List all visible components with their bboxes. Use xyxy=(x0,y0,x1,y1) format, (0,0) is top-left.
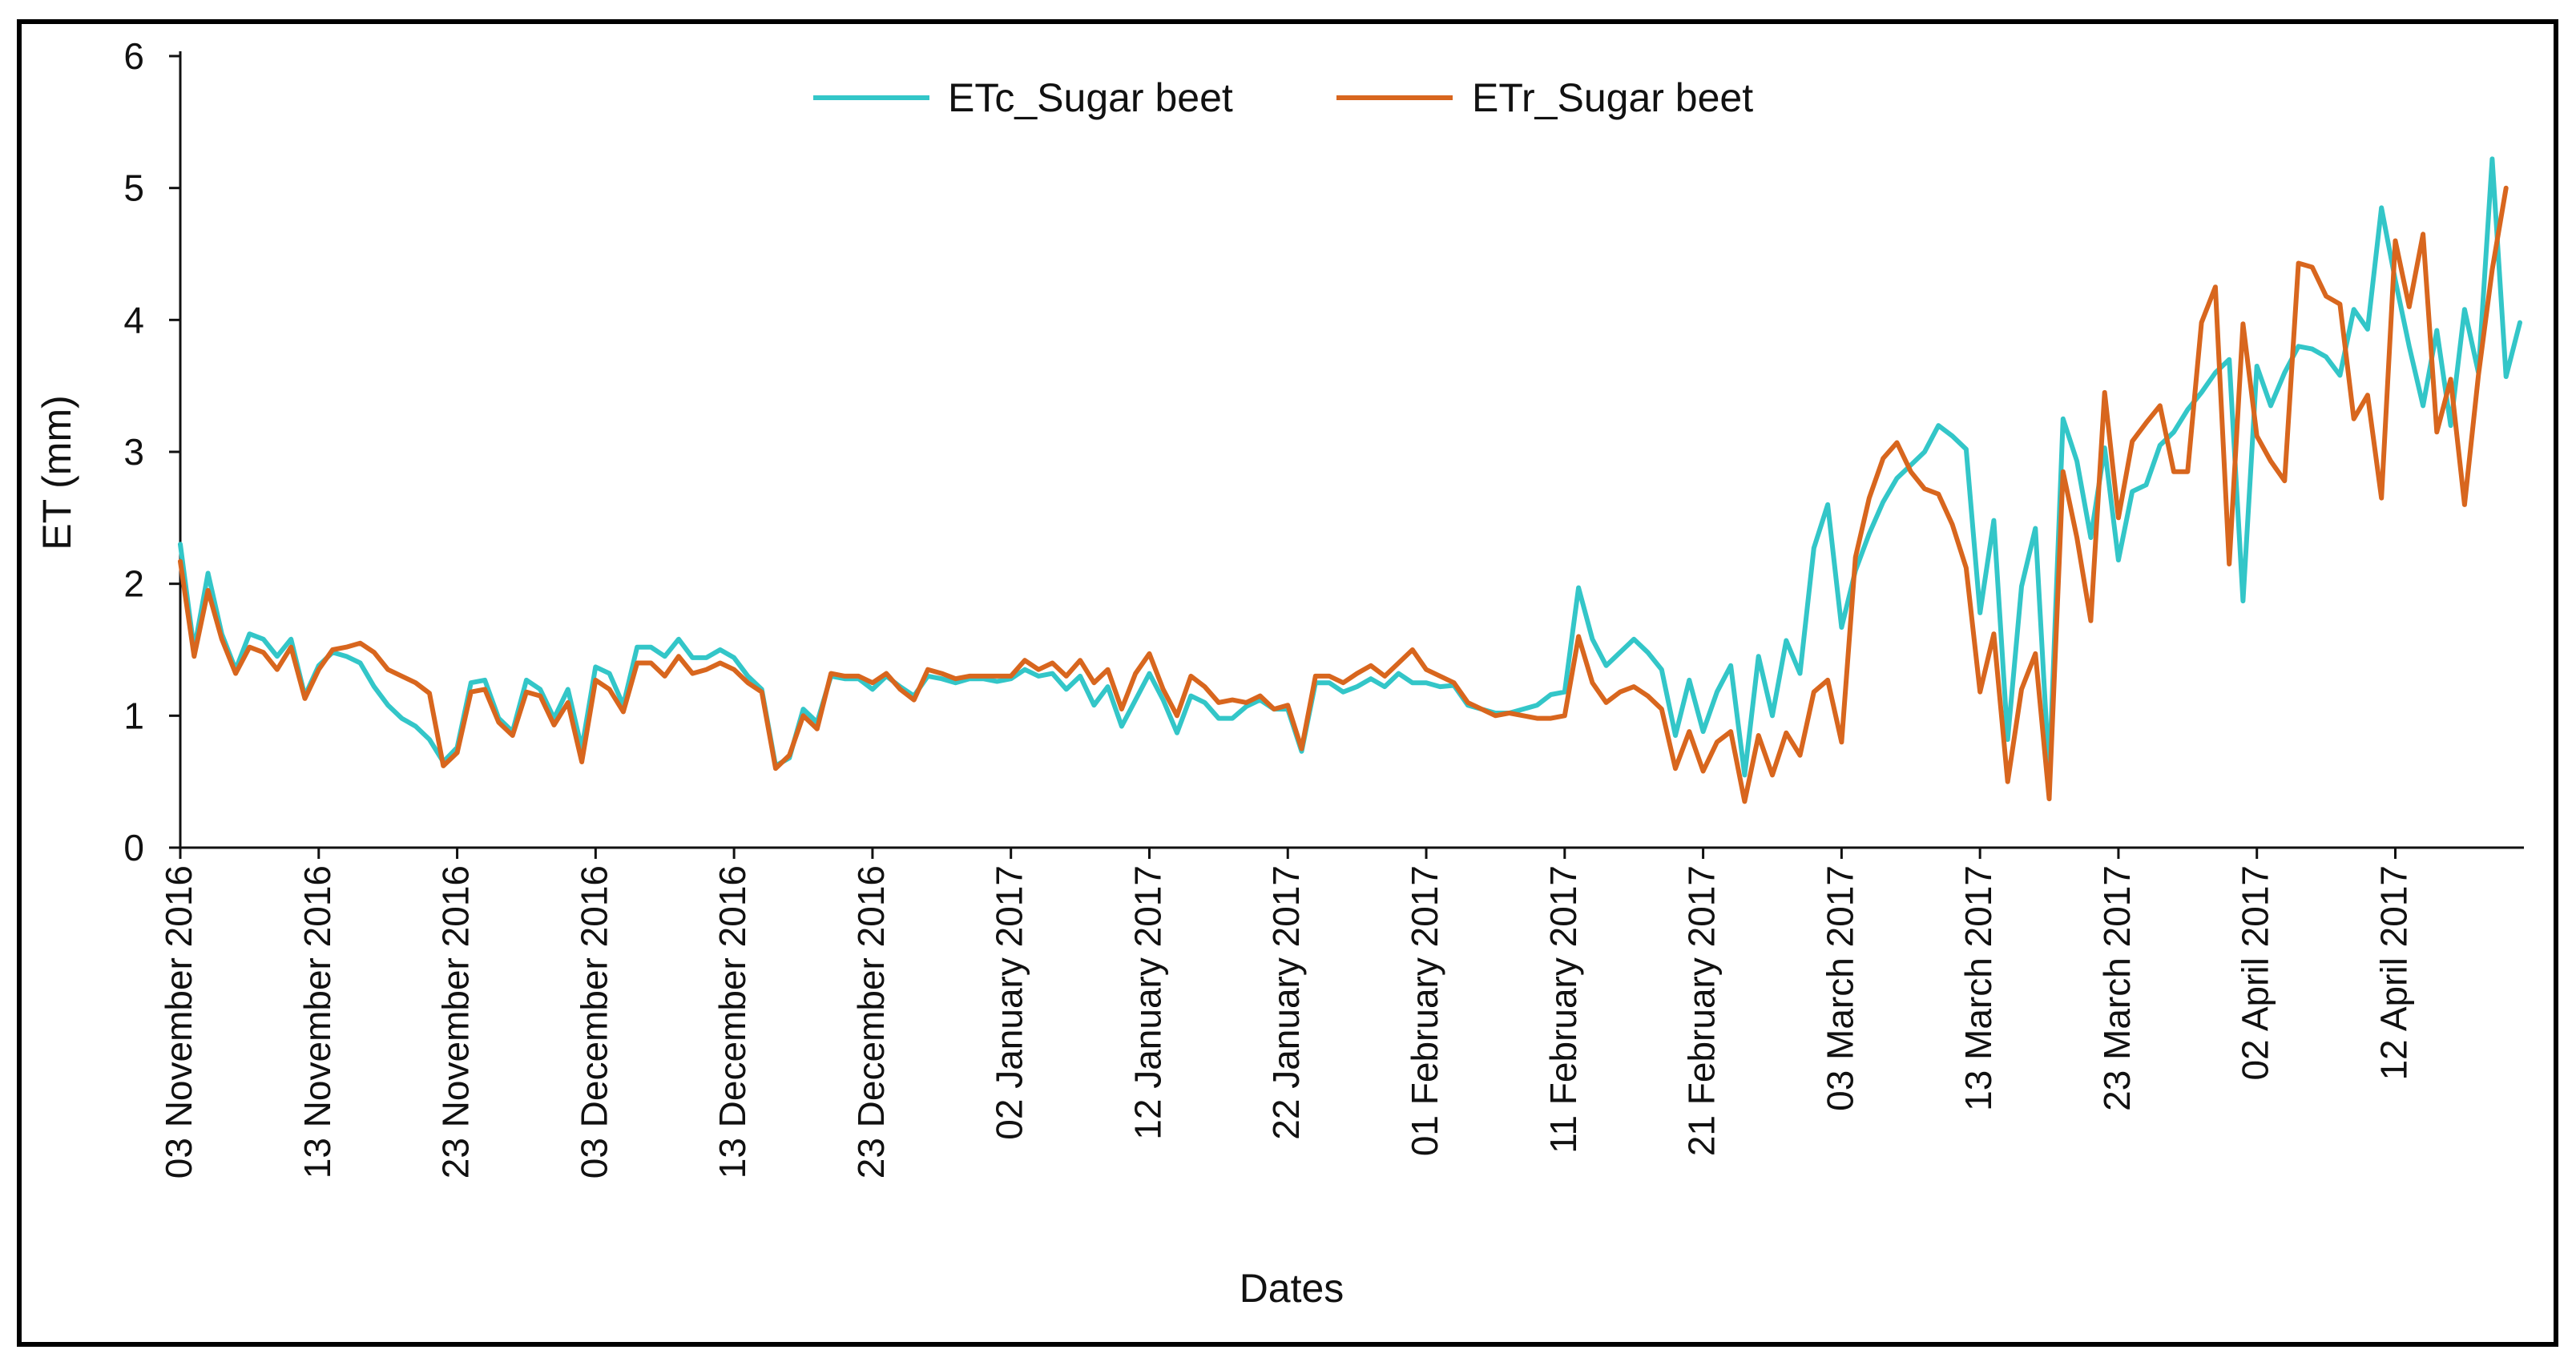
x-tick-label: 03 December 2016 xyxy=(573,865,615,1179)
x-tick-label: 13 December 2016 xyxy=(712,865,753,1179)
axes-group xyxy=(169,51,2524,859)
y-tick-label: 6 xyxy=(123,35,144,77)
x-tick-label: 12 January 2017 xyxy=(1127,865,1168,1140)
y-tick-label: 3 xyxy=(123,431,144,473)
y-axis-title: ET (mm) xyxy=(34,395,79,550)
x-tick-label: 01 February 2017 xyxy=(1404,865,1445,1156)
x-tick-label: 13 March 2017 xyxy=(1957,865,1999,1111)
x-tick-label: 11 February 2017 xyxy=(1542,865,1584,1154)
y-tick-label: 1 xyxy=(123,695,144,736)
x-tick-label: 03 March 2017 xyxy=(1819,865,1860,1111)
x-tick-label: 12 April 2017 xyxy=(2372,865,2414,1081)
legend-label-etr: ETr_Sugar beet xyxy=(1472,75,1753,120)
x-tick-label: 23 November 2016 xyxy=(435,865,477,1179)
x-tick-label: 02 April 2017 xyxy=(2235,865,2276,1081)
x-tick-label: 03 November 2016 xyxy=(158,865,200,1179)
legend-label-etc: ETc_Sugar beet xyxy=(948,75,1233,120)
y-tick-label: 5 xyxy=(123,167,144,209)
x-tick-label: 13 November 2016 xyxy=(296,865,338,1179)
x-tick-label: 02 January 2017 xyxy=(989,865,1030,1140)
y-tick-label: 4 xyxy=(123,299,144,340)
x-tick-label: 22 January 2017 xyxy=(1265,865,1307,1140)
y-tick-label: 2 xyxy=(123,563,144,605)
etr-series-line xyxy=(178,185,2509,804)
x-tick-label: 21 February 2017 xyxy=(1681,865,1723,1156)
x-tick-label: 23 March 2017 xyxy=(2096,865,2138,1111)
y-tick-label: 0 xyxy=(123,827,144,868)
x-tick-labels: 03 November 2016 13 November 2016 23 Novem… xyxy=(158,865,2414,1179)
x-tick-label: 23 December 2016 xyxy=(850,865,892,1179)
etc-series-line xyxy=(178,156,2522,778)
chart-frame xyxy=(17,19,2558,1347)
y-tick-labels: 0 1 2 3 4 5 6 xyxy=(123,35,144,868)
legend: ETc_Sugar beet ETr_Sugar beet xyxy=(813,75,1753,120)
series-group xyxy=(178,156,2522,804)
x-axis-title: Dates xyxy=(1240,1266,1344,1311)
